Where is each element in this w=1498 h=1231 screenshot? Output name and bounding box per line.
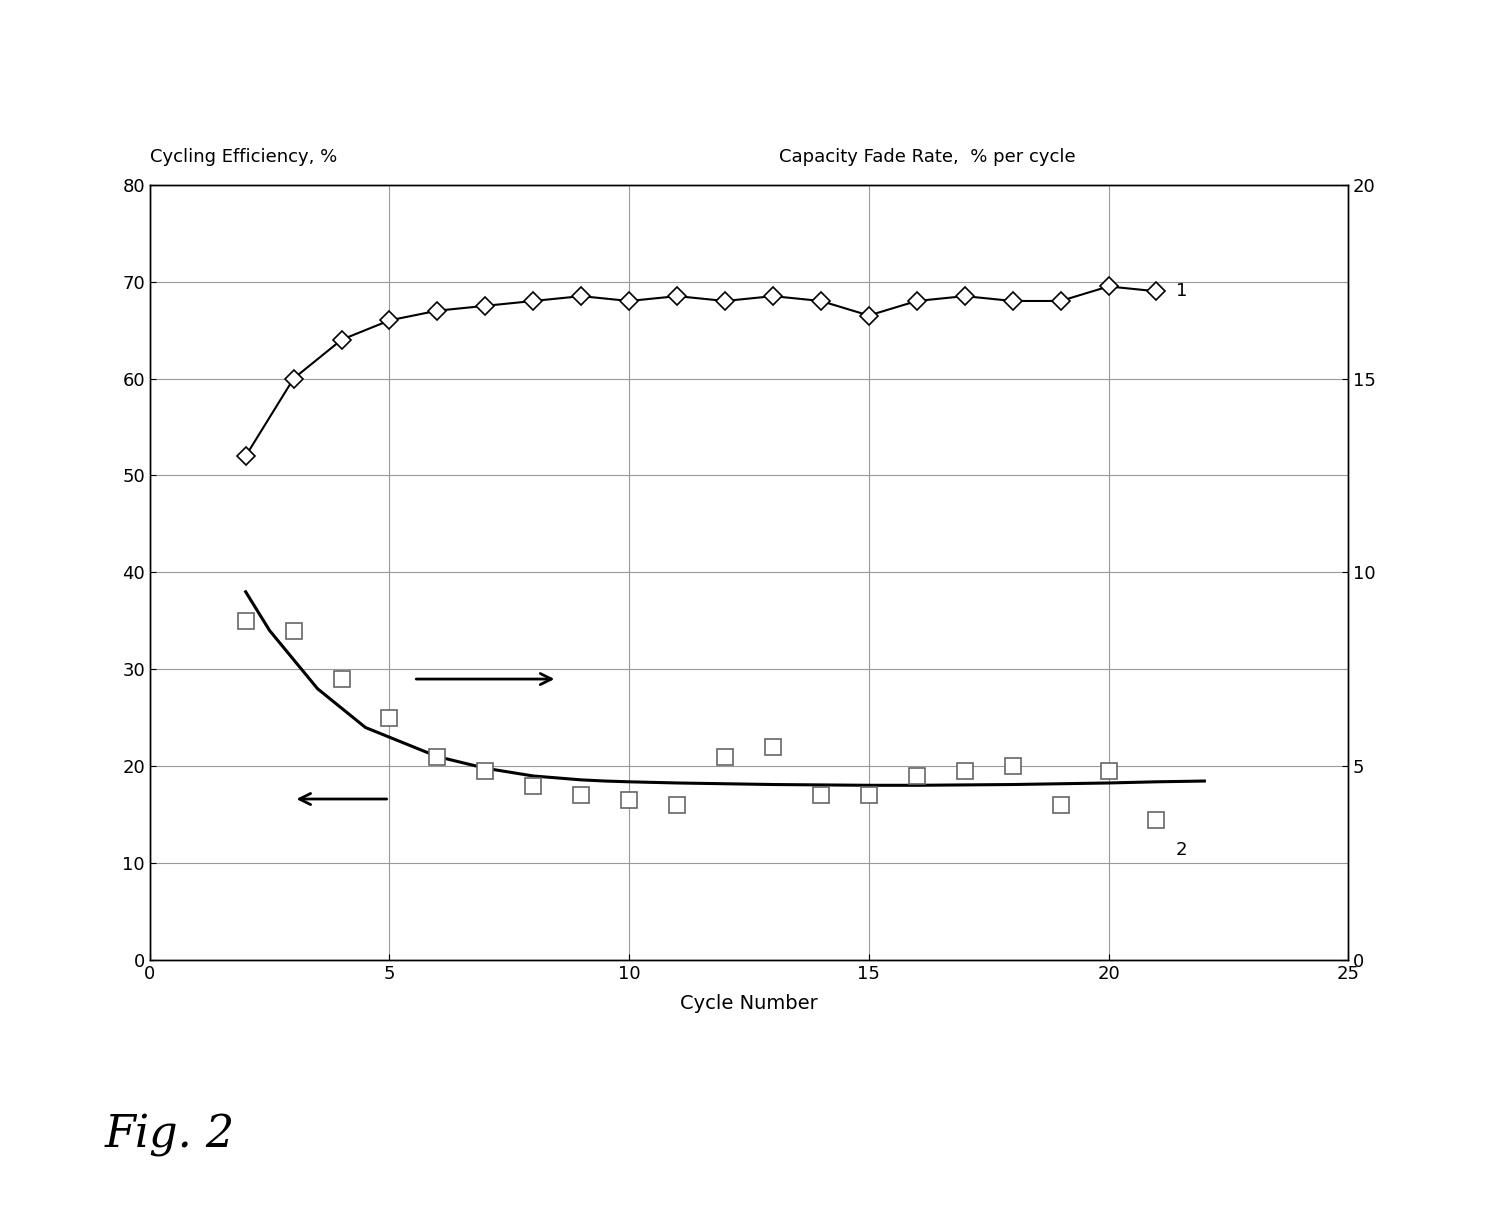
Text: 1: 1 bbox=[1176, 282, 1186, 300]
X-axis label: Cycle Number: Cycle Number bbox=[680, 995, 818, 1013]
Text: 2: 2 bbox=[1176, 841, 1186, 859]
Text: Cycling Efficiency, %: Cycling Efficiency, % bbox=[150, 148, 337, 166]
Text: Capacity Fade Rate,  % per cycle: Capacity Fade Rate, % per cycle bbox=[779, 148, 1076, 166]
Text: Fig. 2: Fig. 2 bbox=[105, 1114, 235, 1157]
